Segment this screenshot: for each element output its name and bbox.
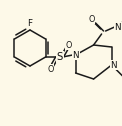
Text: N: N xyxy=(72,51,79,59)
Text: O: O xyxy=(65,40,72,50)
Text: O: O xyxy=(88,14,95,24)
Text: S: S xyxy=(56,52,63,62)
Text: N: N xyxy=(110,60,117,70)
Text: O: O xyxy=(47,65,54,73)
Text: F: F xyxy=(27,19,32,28)
Text: N: N xyxy=(114,23,121,32)
